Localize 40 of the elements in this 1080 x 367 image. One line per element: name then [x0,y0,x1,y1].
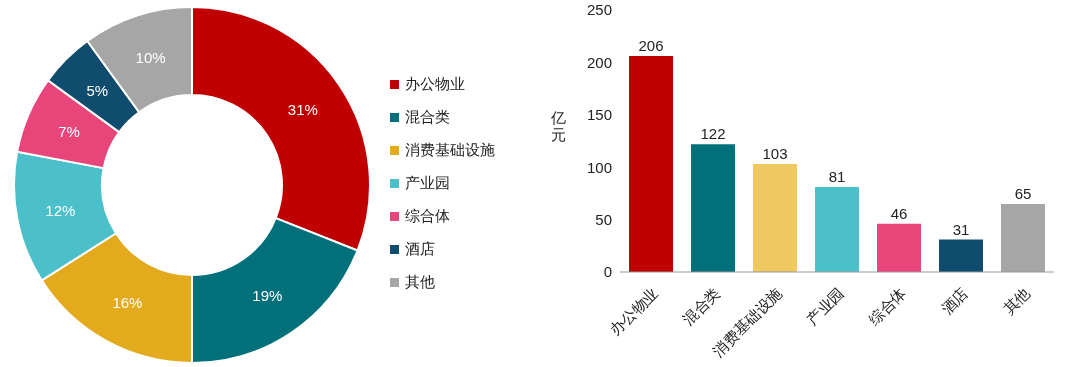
data-label: 81 [828,168,846,186]
x-tick-label: 其他 [999,284,1034,318]
legend-label: 消费基础设施 [405,141,495,160]
data-label: 206 [638,37,664,55]
data-label: 5% [86,81,109,99]
y-tick-label: 0 [603,263,612,281]
data-label: 65 [1014,184,1032,202]
bar [939,239,983,272]
data-label: 19% [252,287,283,305]
x-tick-label: 产业园 [803,284,848,328]
bar [753,164,797,272]
data-label: 10% [135,49,166,67]
data-label: 103 [762,145,788,163]
bar [877,223,921,272]
y-tick-label: 50 [595,210,612,228]
x-tick-label: 酒店 [937,284,972,318]
x-tick-label: 综合体 [865,284,910,328]
x-tick-label: 办公物业 [606,284,662,339]
bar [691,144,735,272]
data-label: 16% [112,293,143,311]
data-label: 46 [890,204,908,222]
y-axis-title: 亿元 [549,109,566,143]
y-tick-label: 150 [586,106,612,124]
legend-label: 综合体 [405,207,450,226]
data-label: 31 [952,220,970,238]
data-label: 31% [287,101,318,119]
y-tick-label: 100 [586,158,612,176]
bar [815,187,859,272]
data-label: 12% [45,201,76,219]
y-tick-label: 200 [586,53,612,71]
bar [1001,203,1045,272]
legend-label: 产业园 [405,174,450,193]
legend-label: 酒店 [405,240,435,259]
legend-label: 混合类 [405,108,450,127]
data-label: 7% [58,123,80,141]
x-tick-label: 混合类 [679,284,724,328]
bar [629,56,673,272]
data-label: 122 [700,125,726,143]
legend-label: 办公物业 [405,75,465,94]
y-tick-label: 250 [586,1,612,19]
